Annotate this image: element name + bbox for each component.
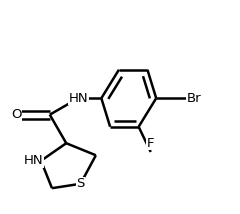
Text: HN: HN [68,92,88,105]
Text: O: O [11,108,21,121]
Text: Br: Br [187,92,202,105]
Text: S: S [76,177,85,190]
Text: HN: HN [24,154,43,167]
Text: F: F [147,137,155,150]
